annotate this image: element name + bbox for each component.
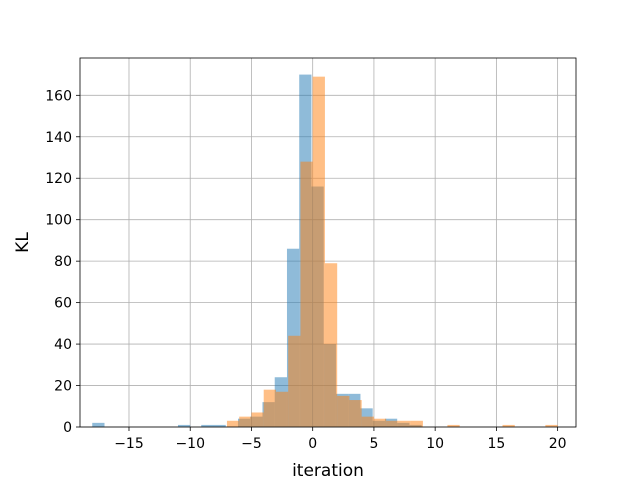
x-axis-ticks: −15 −10 −5 0 5 10 15 20 — [114, 427, 567, 452]
y-tick-label: 0 — [63, 420, 72, 436]
histogram-bar-series-2 — [398, 420, 411, 427]
x-tick-label: −5 — [241, 436, 262, 452]
x-tick-label: 0 — [308, 436, 317, 452]
x-tick-label: 10 — [426, 436, 444, 452]
histogram-bar-series-2 — [447, 424, 460, 427]
y-tick-label: 40 — [54, 337, 72, 353]
histogram-bars — [92, 74, 558, 428]
y-tick-label: 160 — [45, 88, 72, 104]
histogram-bar-series-1 — [92, 422, 105, 427]
histogram-bar-series-2 — [226, 420, 240, 427]
histogram-bar-series-2 — [239, 416, 252, 427]
histogram-bar-series-2 — [545, 424, 558, 427]
histogram-bar-series-2 — [251, 412, 264, 427]
y-tick-label: 60 — [54, 296, 72, 312]
axes-frame — [79, 57, 577, 428]
y-tick-label: 20 — [54, 379, 72, 395]
x-tick-label: 20 — [549, 436, 567, 452]
histogram-bar-series-2 — [288, 335, 301, 427]
histogram-bar-series-2 — [410, 420, 423, 427]
histogram-bar-series-1 — [177, 424, 191, 427]
histogram-bar-series-2 — [324, 263, 338, 427]
histogram-bar-series-2 — [312, 76, 325, 428]
y-tick-label: 140 — [45, 130, 72, 146]
y-axis-ticks: 0 20 40 60 80 100 120 140 160 — [45, 88, 80, 436]
histogram-bar-series-1 — [201, 424, 214, 427]
x-axis-label: iteration — [292, 461, 364, 480]
histogram-bar-series-2 — [502, 424, 515, 427]
histogram-bar-series-2 — [386, 420, 399, 427]
y-axis-label: KL — [13, 232, 33, 253]
histogram-bar-series-2 — [263, 389, 276, 427]
x-tick-label: 15 — [487, 436, 505, 452]
histogram-bar-series-2 — [361, 416, 374, 427]
histogram-bar-series-2 — [349, 400, 362, 427]
y-tick-label: 80 — [54, 254, 72, 270]
histogram-bar-series-1 — [213, 424, 226, 427]
x-tick-label: 5 — [369, 436, 378, 452]
histogram-bar-series-2 — [300, 161, 313, 428]
histogram-bar-series-2 — [373, 418, 387, 427]
y-tick-label: 120 — [45, 171, 72, 187]
y-tick-label: 100 — [45, 213, 72, 229]
histogram-bar-series-2 — [275, 391, 289, 427]
x-tick-label: −10 — [175, 436, 205, 452]
histogram-bar-series-2 — [337, 395, 350, 427]
x-tick-label: −15 — [114, 436, 144, 452]
